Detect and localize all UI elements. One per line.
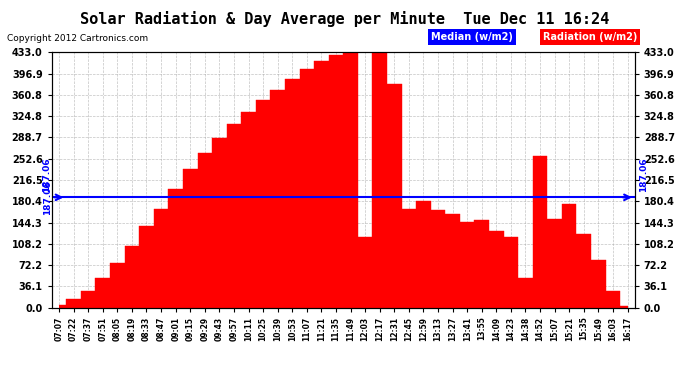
Text: 187.06: 187.06 xyxy=(43,180,52,214)
Text: Radiation (w/m2): Radiation (w/m2) xyxy=(543,32,638,42)
Text: 187.06: 187.06 xyxy=(639,157,649,192)
Text: Copyright 2012 Cartronics.com: Copyright 2012 Cartronics.com xyxy=(7,34,148,43)
Text: Median (w/m2): Median (w/m2) xyxy=(431,32,513,42)
Text: Solar Radiation & Day Average per Minute  Tue Dec 11 16:24: Solar Radiation & Day Average per Minute… xyxy=(80,11,610,27)
Text: 187.06: 187.06 xyxy=(42,157,52,192)
